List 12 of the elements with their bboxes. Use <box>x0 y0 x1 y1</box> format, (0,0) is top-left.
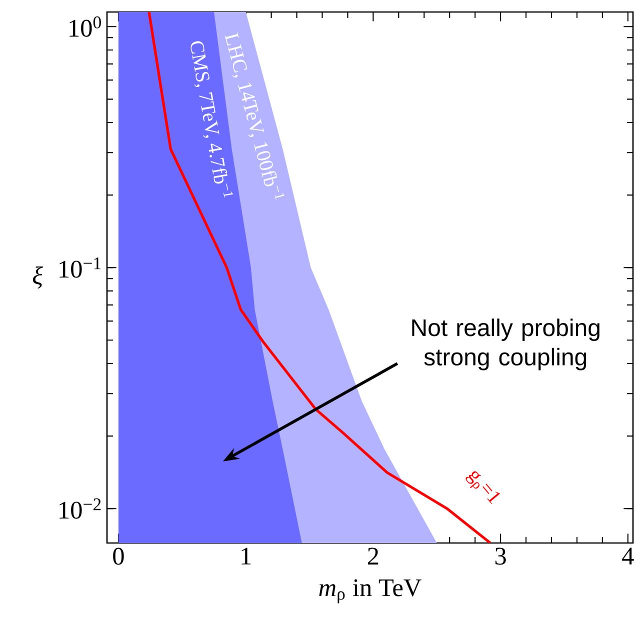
y-tick-label: 10$^{−2}$ <box>60 498 101 519</box>
y-axis-title: ξ <box>32 266 43 289</box>
x-tick-label: 1 <box>242 548 251 564</box>
x-tick-label: 2 <box>368 548 378 564</box>
y-tick-label: 10$^{0}$ <box>70 16 101 37</box>
x-tick-label: 0 <box>113 548 124 565</box>
annotation: Not really probing strong coupling <box>412 318 600 370</box>
y-tick-label: 10$^{−1}$ <box>60 257 101 278</box>
text: g$_{ρ}$=1 <box>466 471 500 504</box>
x-axis-title: m$_{ρ}$ in TeV <box>319 579 422 604</box>
x-tick-label: 3 <box>495 548 506 565</box>
x-tick-label: 4 <box>622 548 634 564</box>
